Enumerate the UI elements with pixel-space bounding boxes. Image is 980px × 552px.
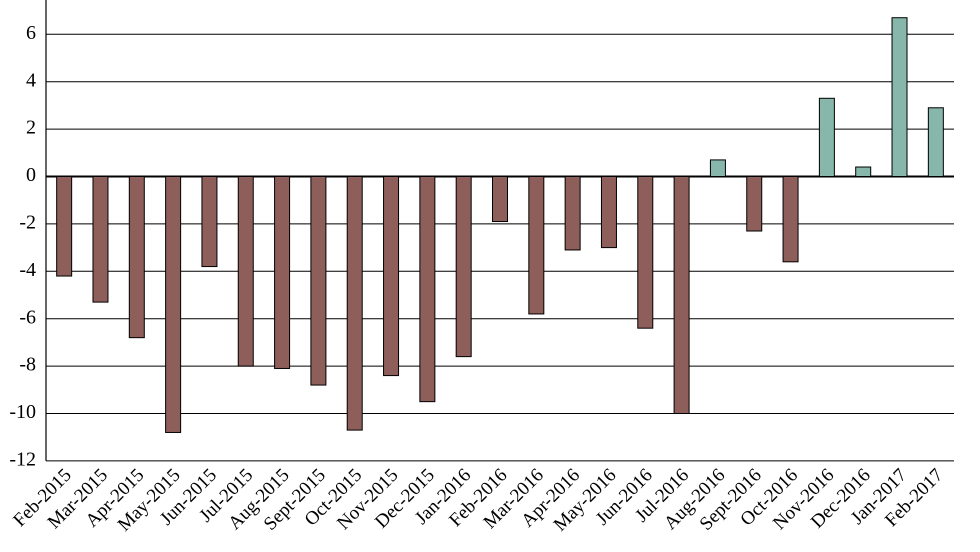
bars [56,17,944,433]
bar-feb-2017 [927,107,944,177]
bar-nov-2016 [818,97,835,177]
y-tick-label: -10 [9,401,36,423]
bar-nov-2015 [383,176,400,377]
y-tick-label: -6 [19,306,36,328]
bar-mar-2016 [528,176,545,315]
y-tick-label: -12 [9,448,36,470]
y-tick-label: -2 [19,211,36,233]
y-tick-label: 0 [26,164,36,186]
x-tick-labels: Feb-2015Mar-2015Apr-2015May-2015Jun-2015… [9,465,947,536]
bar-jul-2015 [237,176,254,367]
bar-dec-2016 [855,166,872,178]
bar-apr-2015 [128,176,145,339]
bar-apr-2016 [564,176,581,251]
bar-jan-2017 [891,17,908,177]
bar-oct-2015 [346,176,363,431]
bar-mar-2015 [92,176,109,303]
y-tick-labels: 6 4 2 0 -2 -4 -6 -8 -10 -12 [9,22,36,471]
bar-sept-2015 [310,176,327,386]
y-tick-label: 6 [26,22,36,44]
bar-may-2016 [600,176,617,249]
bar-sept-2016 [746,176,763,232]
bar-jul-2016 [673,176,690,414]
gridlines [46,33,954,462]
bar-feb-2016 [492,176,508,223]
bar-may-2015 [165,176,182,433]
bar-jun-2016 [637,176,654,329]
bar-oct-2016 [782,176,799,263]
bar-aug-2015 [274,176,291,369]
bar-jan-2016 [455,176,472,358]
bar-aug-2016 [709,159,726,178]
bar-jun-2015 [201,176,218,268]
y-tick-label: -4 [19,259,36,281]
bar-dec-2015 [419,176,436,403]
y-tick-label: -8 [19,354,36,376]
bar-feb-2015 [56,176,73,277]
y-tick-label: 4 [26,69,36,91]
y-tick-label: 2 [26,117,36,139]
